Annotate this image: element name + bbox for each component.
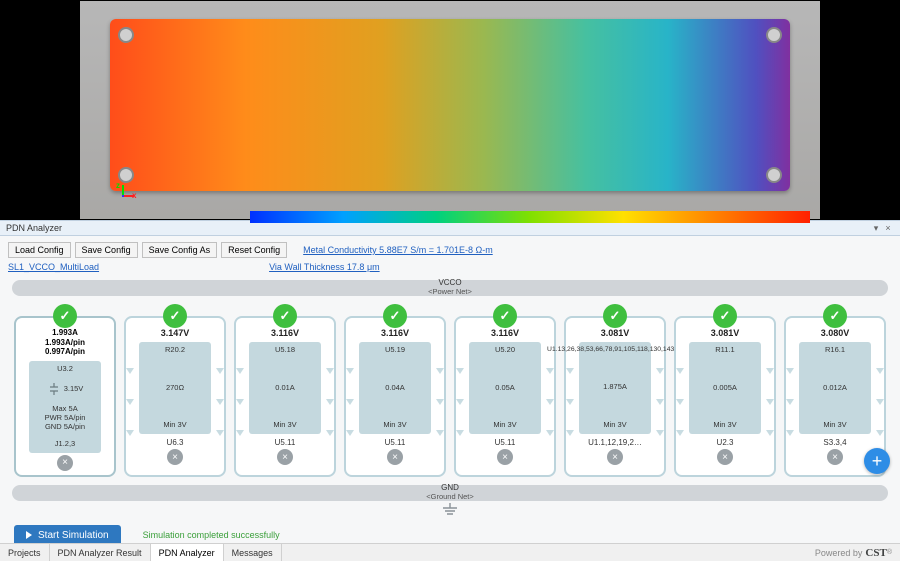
- remove-icon[interactable]: ×: [57, 455, 73, 471]
- load-card[interactable]: ✓ 3.116V U5.18 0.01A Min 3V U5.11 ×: [234, 316, 336, 477]
- ground-symbol-icon: [0, 503, 900, 517]
- remove-icon[interactable]: ×: [827, 449, 843, 465]
- remove-icon[interactable]: ×: [167, 449, 183, 465]
- pdn-panel-body: Load Config Save Config Save Config As R…: [0, 236, 900, 561]
- bottom-tabbar: Projects PDN Analyzer Result PDN Analyze…: [0, 543, 900, 561]
- source-current-summary: 1.993A 1.993A/pin 0.997A/pin: [45, 328, 85, 357]
- remove-icon[interactable]: ×: [497, 449, 513, 465]
- load-card[interactable]: ✓ 3.081V R11.1 0.005A Min 3V U2.3 ×: [674, 316, 776, 477]
- play-icon: [26, 531, 32, 539]
- status-ok-icon: ✓: [493, 304, 517, 328]
- load-block: R16.1 0.012A Min 3V: [799, 342, 871, 434]
- load-config-button[interactable]: Load Config: [8, 242, 71, 258]
- status-ok-icon: ✓: [273, 304, 297, 328]
- load-voltage: 3.116V: [271, 328, 299, 338]
- remove-icon[interactable]: ×: [607, 449, 623, 465]
- load-ground-ref: U2.3: [717, 438, 734, 447]
- tab-messages[interactable]: Messages: [224, 544, 282, 561]
- load-ground-ref: U1.1,12,19,2…: [588, 438, 642, 447]
- load-voltage: 3.116V: [491, 328, 519, 338]
- load-ground-ref: U5.11: [495, 438, 516, 447]
- status-ok-icon: ✓: [383, 304, 407, 328]
- pin-icon[interactable]: ▾: [870, 223, 882, 234]
- close-icon[interactable]: ×: [882, 223, 894, 233]
- pdn-panel-title: PDN Analyzer: [6, 223, 62, 233]
- load-ground-ref: U5.11: [385, 438, 406, 447]
- simulation-status: Simulation completed successfully: [143, 530, 280, 540]
- ground-net-sub: <Ground Net>: [426, 493, 474, 501]
- pcb-heatmap: [110, 19, 790, 191]
- powered-by-label: Powered byCST®: [807, 544, 900, 561]
- capacitor-icon: [47, 382, 61, 396]
- tab-projects[interactable]: Projects: [0, 544, 50, 561]
- status-ok-icon: ✓: [823, 304, 847, 328]
- load-block: R11.1 0.005A Min 3V: [689, 342, 761, 434]
- net-cards-row: ✓ 1.993A 1.993A/pin 0.997A/pin U3.2 3.15…: [0, 310, 900, 481]
- via-thickness-link[interactable]: Via Wall Thickness 17.8 μm: [269, 262, 380, 272]
- tab-pdn-analyzer[interactable]: PDN Analyzer: [151, 544, 224, 561]
- load-voltage: 3.080V: [821, 328, 850, 338]
- remove-icon[interactable]: ×: [277, 449, 293, 465]
- save-config-button[interactable]: Save Config: [75, 242, 138, 258]
- load-card[interactable]: ✓ 3.116V U5.20 0.05A Min 3V U5.11 ×: [454, 316, 556, 477]
- load-voltage: 3.147V: [161, 328, 190, 338]
- config-name-link[interactable]: SL1_VCCO_MultiLoad: [8, 262, 99, 272]
- load-block: U5.19 0.04A Min 3V: [359, 342, 431, 434]
- source-card[interactable]: ✓ 1.993A 1.993A/pin 0.997A/pin U3.2 3.15…: [14, 316, 116, 477]
- load-card[interactable]: ✓ 3.116V U5.19 0.04A Min 3V U5.11 ×: [344, 316, 446, 477]
- load-ground-ref: U6.3: [167, 438, 184, 447]
- power-net-sub: <Power Net>: [428, 288, 472, 296]
- pcb-3d-viewport[interactable]: z x: [0, 0, 900, 220]
- load-voltage: 3.081V: [601, 328, 630, 338]
- power-net-rail[interactable]: VCCO <Power Net>: [12, 280, 888, 296]
- add-load-button[interactable]: +: [864, 448, 890, 474]
- load-card[interactable]: ✓ 3.147V R20.2 270Ω Min 3V U6.3 ×: [124, 316, 226, 477]
- axis-triad: z x: [112, 185, 134, 207]
- load-block: U5.18 0.01A Min 3V: [249, 342, 321, 434]
- load-block: U5.20 0.05A Min 3V: [469, 342, 541, 434]
- load-voltage: 3.081V: [711, 328, 740, 338]
- save-config-as-button[interactable]: Save Config As: [142, 242, 218, 258]
- ground-net-rail[interactable]: GND <Ground Net>: [12, 485, 888, 501]
- load-ground-ref: U5.11: [275, 438, 296, 447]
- color-scale-bar: [250, 211, 810, 223]
- load-block: R20.2 270Ω Min 3V: [139, 342, 211, 434]
- config-toolbar: Load Config Save Config Save Config As R…: [0, 236, 900, 260]
- remove-icon[interactable]: ×: [387, 449, 403, 465]
- source-block: U3.2 3.15V Max 5A PWR 5A/pin GND 5A/pin …: [29, 361, 101, 453]
- reset-config-button[interactable]: Reset Config: [221, 242, 287, 258]
- load-voltage: 3.116V: [381, 328, 409, 338]
- status-ok-icon: ✓: [603, 304, 627, 328]
- status-ok-icon: ✓: [163, 304, 187, 328]
- load-block: U1.13,26,38,53,66,78,91,105,118,130,143,…: [579, 342, 651, 434]
- load-ground-ref: S3.3,4: [823, 438, 846, 447]
- remove-icon[interactable]: ×: [717, 449, 733, 465]
- tab-pdn-result[interactable]: PDN Analyzer Result: [50, 544, 151, 561]
- metal-conductivity-link[interactable]: Metal Conductivity 5.88E7 S/m = 1.701E-8…: [303, 245, 493, 255]
- status-ok-icon: ✓: [53, 304, 77, 328]
- status-ok-icon: ✓: [713, 304, 737, 328]
- load-card[interactable]: ✓ 3.081V U1.13,26,38,53,66,78,91,105,118…: [564, 316, 666, 477]
